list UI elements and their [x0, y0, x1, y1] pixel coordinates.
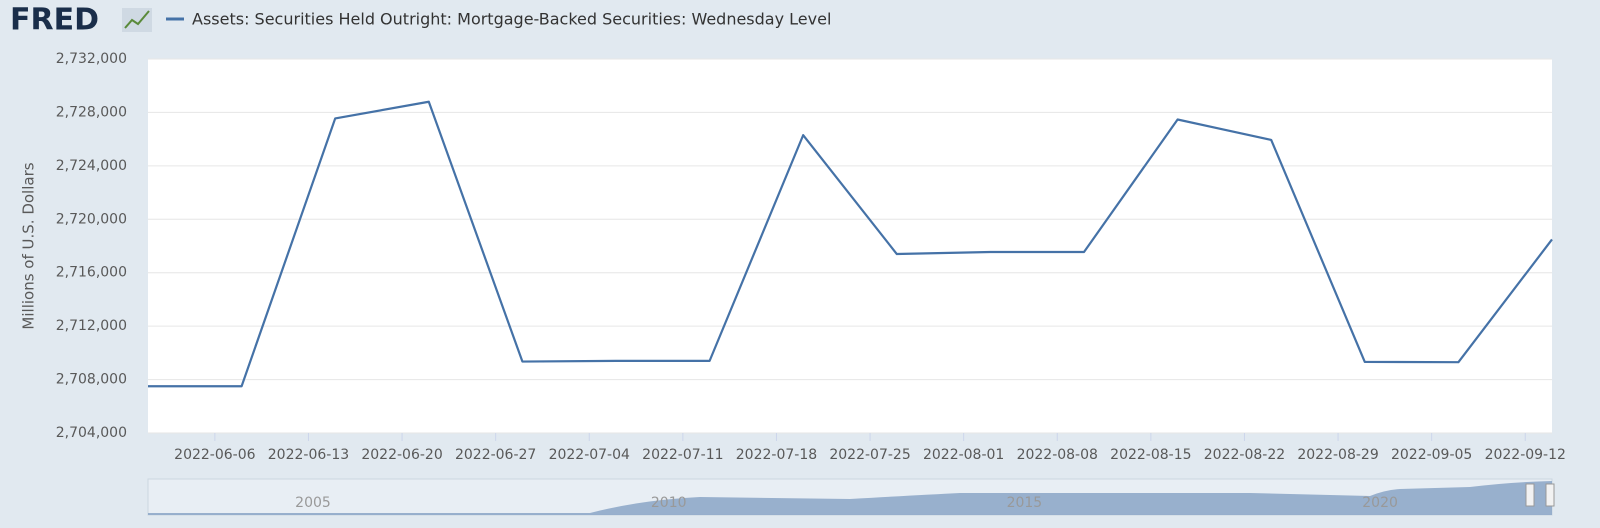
y-tick-label: 2,704,000	[56, 425, 127, 441]
navigator-label: 2010	[651, 495, 687, 511]
series-line	[148, 100, 1553, 388]
x-tick-label: 2022-08-01	[923, 447, 1004, 463]
navigator-label: 2015	[1007, 495, 1043, 511]
x-tick-label: 2022-07-11	[642, 447, 723, 463]
x-tick-label: 2022-08-29	[1297, 447, 1378, 463]
plot-area	[148, 59, 1552, 433]
y-tick-label: 2,732,000	[56, 51, 127, 67]
x-tick-label: 2022-09-12	[1485, 447, 1566, 463]
x-tick-label: 2022-06-06	[174, 447, 255, 463]
navigator-series	[148, 481, 1552, 515]
y-tick-label: 2,724,000	[56, 158, 127, 174]
y-tick-label: 2,712,000	[56, 318, 127, 334]
navigator-handle[interactable]	[1525, 483, 1535, 507]
logo-icon-line	[124, 10, 150, 29]
y-axis-label: Millions of U.S. Dollars	[20, 162, 38, 329]
y-tick-label: 2,708,000	[56, 372, 127, 388]
x-tick-label: 2022-06-20	[361, 447, 442, 463]
x-tick-label: 2022-07-25	[829, 447, 910, 463]
navigator-handle[interactable]	[1545, 483, 1555, 507]
logo: FRED	[10, 3, 99, 38]
x-tick-label: 2022-07-18	[736, 447, 817, 463]
y-tick-label: 2,720,000	[56, 211, 127, 227]
x-tick-label: 2022-06-13	[268, 447, 349, 463]
y-tick-label: 2,728,000	[56, 104, 127, 120]
x-tick-label: 2022-08-08	[1017, 447, 1098, 463]
x-tick-label: 2022-06-27	[455, 447, 536, 463]
x-tick-label: 2022-08-22	[1204, 447, 1285, 463]
x-tick-label: 2022-09-05	[1391, 447, 1472, 463]
x-tick-label: 2022-07-04	[549, 447, 630, 463]
navigator-label: 2020	[1362, 495, 1398, 511]
legend-entry[interactable]: Assets: Securities Held Outright: Mortga…	[192, 10, 831, 29]
navigator-label: 2005	[295, 495, 331, 511]
y-tick-label: 2,716,000	[56, 265, 127, 281]
x-tick-label: 2022-08-15	[1110, 447, 1191, 463]
